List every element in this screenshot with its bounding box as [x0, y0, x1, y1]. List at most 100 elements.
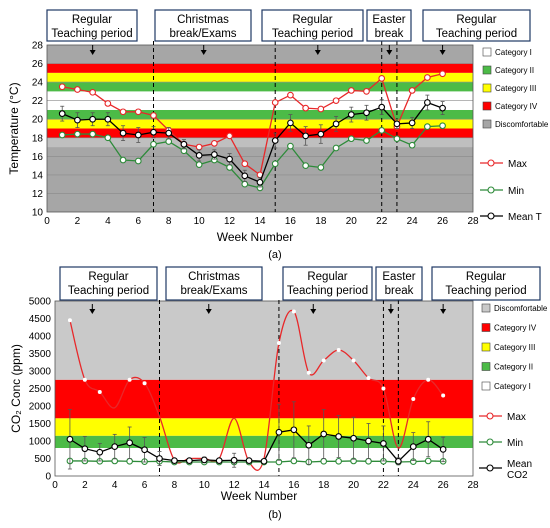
- co2-chart: Regular Teaching period Christmas break/Exa…: [9, 266, 548, 503]
- chart1-series-mean-co2-point-9: [200, 456, 208, 464]
- chart0-legend-max-label: Max: [508, 159, 527, 170]
- chart1-series-max-point-14: [276, 341, 281, 345]
- chart1-series-mean-co2-point-13: [260, 457, 268, 465]
- chart1-period-arrow-head-0: [89, 309, 96, 314]
- chart0-period-label-line1-4: Regular: [456, 14, 496, 26]
- chart1-period-box-0: [59, 266, 158, 301]
- chart0-series-min-point-16: [302, 162, 309, 169]
- chart1-series-max-point-25: [441, 393, 446, 398]
- chart0-period-arrow-head-2: [314, 50, 321, 55]
- chart1-period-label-line2-0: Teaching period: [68, 285, 149, 297]
- chart1-series-max-point-1: [82, 377, 87, 382]
- chart0-series-mean-t-point-21: [378, 103, 386, 111]
- chart0-x-tick-12: 12: [224, 216, 236, 227]
- chart0-period-label-line1-0: Regular: [72, 14, 112, 26]
- chart0-series-min-point-19: [347, 135, 355, 143]
- chart0-period-arrow-head-3: [386, 50, 393, 55]
- chart1-period-label-line2-4: Teaching period: [445, 285, 526, 297]
- chart1-x-tick-18: 18: [318, 480, 330, 491]
- chart1-series-mean-co2-point-6: [156, 455, 163, 462]
- chart0-series-mean-t-point-11: [226, 155, 233, 163]
- chart1-period-label-line1-1: Christmas: [188, 271, 240, 283]
- chart0-legend-max-marker: [487, 159, 495, 167]
- chart1-x-tick-24: 24: [408, 480, 420, 491]
- chart1-x-tick-10: 10: [199, 480, 211, 491]
- chart1-y-tick-3500: 3500: [29, 349, 52, 360]
- chart0-series-max-point-18: [332, 97, 340, 105]
- chart0-y-tick-14: 14: [32, 170, 44, 181]
- chart0-series-max-point-4: [119, 108, 127, 116]
- chart0-band-category-iii-8: [47, 72, 473, 83]
- chart0-series-min-point-23: [408, 141, 416, 149]
- chart1-series-mean-co2-point-24: [424, 435, 432, 443]
- chart1-series-min-point-24: [424, 457, 432, 465]
- chart0-y-tick-20: 20: [32, 115, 44, 126]
- chart1-series-mean-co2-point-8: [186, 457, 193, 464]
- chart1-legend-swatch-category-ii: [481, 362, 491, 371]
- chart1-series-max-point-18: [336, 348, 341, 352]
- chart1-y-axis-title: CO₂ Conc (ppm): [9, 344, 23, 433]
- chart0-band-category-iii-4: [47, 119, 473, 129]
- chart1-legend-mean-co2-marker: [486, 464, 494, 472]
- chart1-series-min-point-15: [290, 457, 298, 465]
- chart0-period-box-1: [154, 9, 252, 42]
- chart1-series-mean-co2-point-17: [320, 430, 328, 438]
- chart0-series-min-point-6: [150, 140, 157, 148]
- chart1-legend-swatch-category-i: [481, 381, 491, 391]
- chart0-period-label-line1-1: Christmas: [177, 14, 229, 26]
- chart0-band-category-ii-5: [47, 109, 473, 120]
- chart1-series-max-point-0: [67, 318, 72, 323]
- chart0-series-mean-t-point-18: [332, 120, 340, 128]
- chart1-period-label-line2-3: break: [385, 285, 414, 297]
- chart1-series-min-point-20: [365, 457, 372, 465]
- chart0-series-min-point-24: [424, 123, 431, 130]
- chart0-legend-min-label: Min: [508, 186, 524, 197]
- chart0-series-mean-t-point-10: [211, 151, 218, 158]
- chart1-x-tick-14: 14: [258, 480, 270, 491]
- chart1-legend-label-category-iii: Category III: [494, 343, 535, 352]
- chart1-period-label-line1-0: Regular: [88, 271, 128, 283]
- chart1-y-tick-1500: 1500: [29, 419, 52, 430]
- chart1-series-min-point-17: [320, 457, 328, 465]
- chart1-y-tick-2500: 2500: [29, 384, 52, 395]
- chart0-band-discomfortable-1: [47, 45, 473, 64]
- chart0-x-tick-28: 28: [467, 216, 479, 227]
- chart1-period-arrow-head-4: [440, 309, 447, 314]
- chart0-y-tick-24: 24: [32, 78, 44, 89]
- chart1-period-box-1: [165, 266, 263, 301]
- chart0-x-tick-2: 2: [75, 216, 81, 227]
- chart0-period-label-line2-4: Teaching period: [436, 28, 517, 40]
- chart0-series-max-point-24: [424, 74, 431, 81]
- chart1-series-mean-co2-point-10: [215, 457, 223, 464]
- chart1-series-mean-co2-point-5: [141, 446, 148, 454]
- chart0-series-mean-t-point-25: [439, 104, 446, 112]
- chart0-legend-min-marker: [487, 186, 495, 194]
- chart0-period-label-line2-3: break: [375, 28, 404, 40]
- chart1-band-category-iii-2: [55, 418, 473, 436]
- chart0-legend-swatch-category-ii: [482, 65, 492, 75]
- chart0-period-box-3: [366, 9, 412, 42]
- chart0-series-max-point-19: [347, 87, 355, 94]
- chart0-series-mean-t-point-22: [393, 120, 401, 128]
- chart1-series-mean-co2-point-4: [126, 439, 133, 447]
- chart1-series-mean-co2-point-23: [409, 443, 417, 450]
- chart0-series-mean-t-point-13: [256, 178, 264, 186]
- chart1-y-tick-5000: 5000: [29, 297, 52, 308]
- chart0-series-mean-t-point-12: [241, 172, 249, 180]
- chart0-x-tick-18: 18: [315, 216, 327, 227]
- chart1-y-tick-3000: 3000: [29, 367, 52, 378]
- chart1-series-max-point-23: [411, 397, 416, 401]
- chart1-legend-label-category-iv: Category IV: [494, 324, 537, 333]
- chart0-series-max-point-6: [150, 112, 157, 119]
- chart1-legend-mean-co2-label-line2: CO2: [507, 470, 528, 481]
- chart0-period-box-4: [422, 9, 531, 42]
- chart0-x-tick-4: 4: [105, 216, 111, 227]
- chart1-x-tick-20: 20: [348, 480, 360, 491]
- chart1-period-box-4: [431, 266, 541, 301]
- chart1-series-mean-co2-point-18: [335, 433, 342, 440]
- chart0-series-max-point-10: [211, 139, 218, 147]
- chart0-series-mean-t-point-9: [195, 152, 203, 159]
- chart1-period-arrow-head-1: [205, 309, 212, 314]
